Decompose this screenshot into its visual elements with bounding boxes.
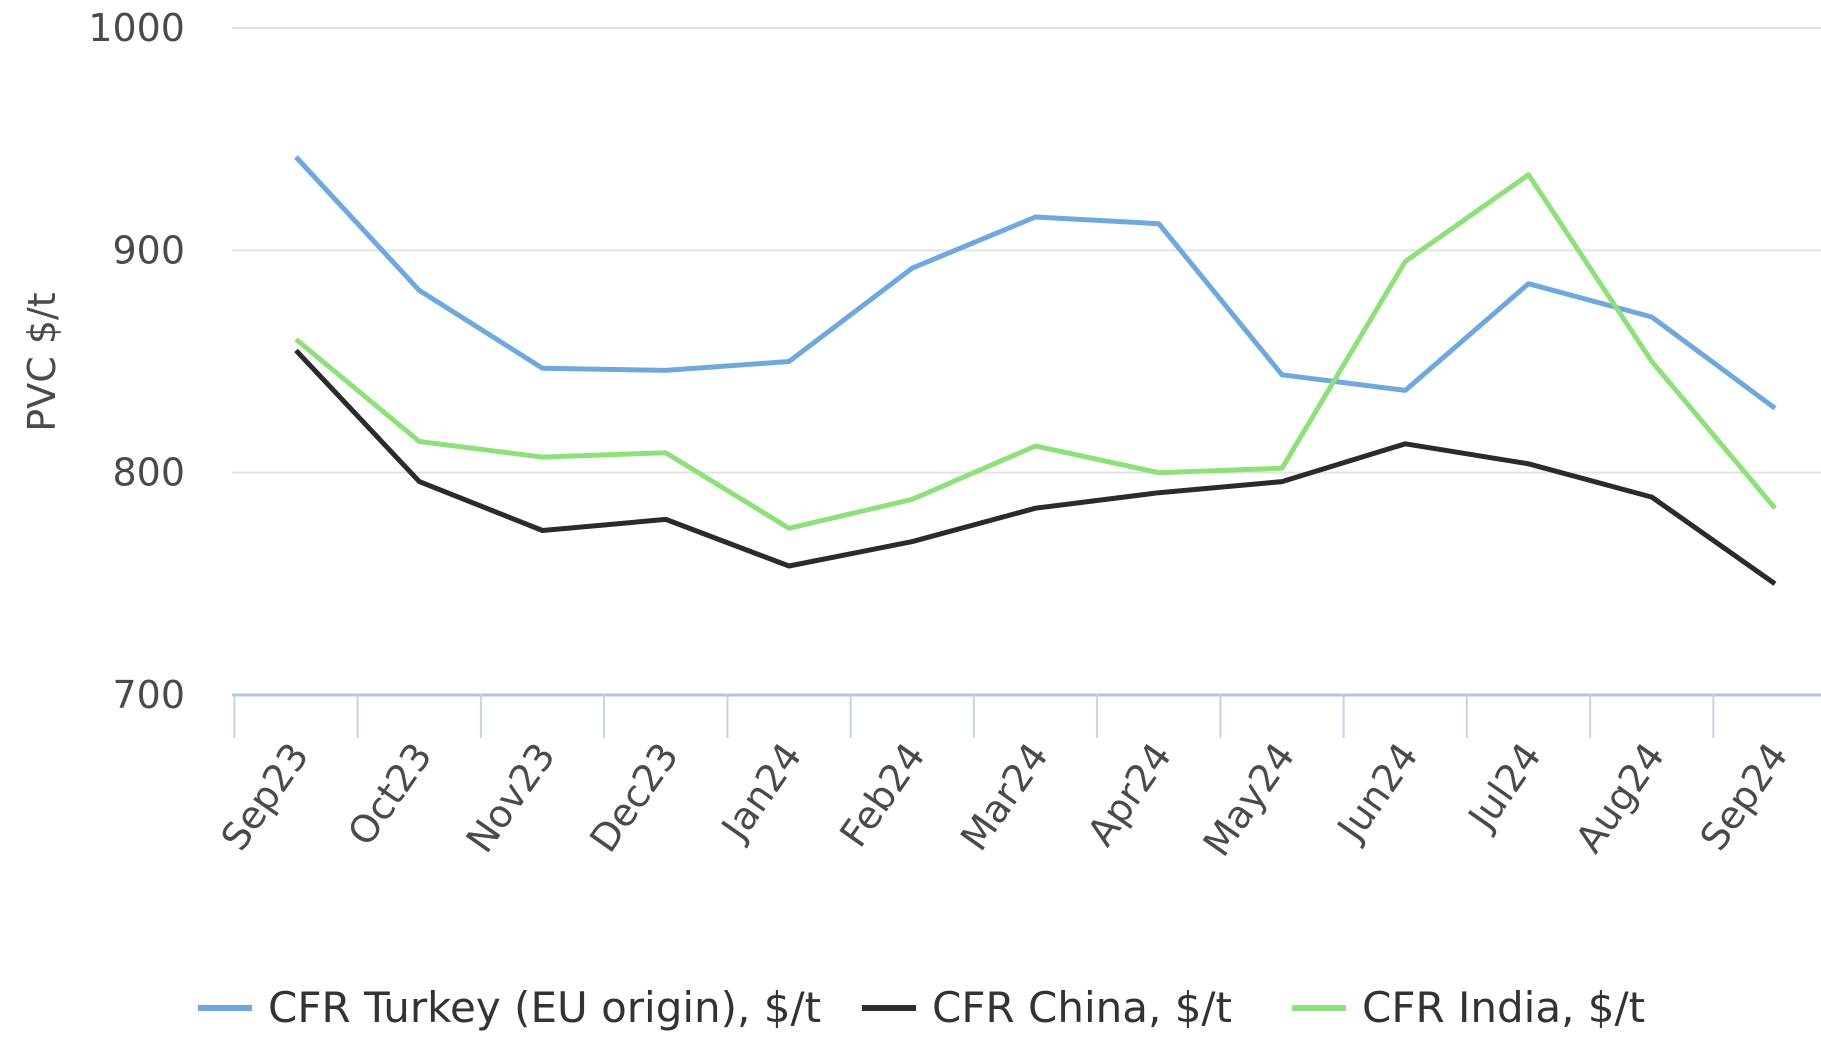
y-axis-label: PVC $/t xyxy=(20,292,64,431)
x-tick-label: Jun24 xyxy=(1328,735,1427,850)
x-tick-label: Aug24 xyxy=(1567,735,1673,861)
x-tick-label: Feb24 xyxy=(831,735,933,855)
y-tick-label: 700 xyxy=(112,673,185,717)
x-tick-label: Dec23 xyxy=(581,735,687,860)
legend-label: CFR Turkey (EU origin), $/t xyxy=(268,983,821,1032)
x-tick-label: Jan24 xyxy=(712,735,811,849)
x-tick-label: Oct23 xyxy=(339,735,440,854)
x-tick-label: Apr24 xyxy=(1079,735,1180,854)
x-tick-label: Nov23 xyxy=(458,735,564,861)
legend-label: CFR India, $/t xyxy=(1362,983,1645,1032)
x-tick-label: Jul24 xyxy=(1459,735,1550,839)
x-tick-label: Sep24 xyxy=(1692,735,1797,859)
legend-label: CFR China, $/t xyxy=(932,983,1232,1032)
x-tick-label: Sep23 xyxy=(213,735,318,859)
x-tick-label: May24 xyxy=(1195,735,1304,864)
y-tick-label: 900 xyxy=(112,228,185,272)
y-tick-label: 1000 xyxy=(88,6,185,50)
series-line xyxy=(294,172,1777,531)
series-line xyxy=(294,348,1777,586)
y-tick-label: 800 xyxy=(112,451,185,495)
x-tick-label: Mar24 xyxy=(952,735,1057,859)
series-line xyxy=(294,155,1777,411)
